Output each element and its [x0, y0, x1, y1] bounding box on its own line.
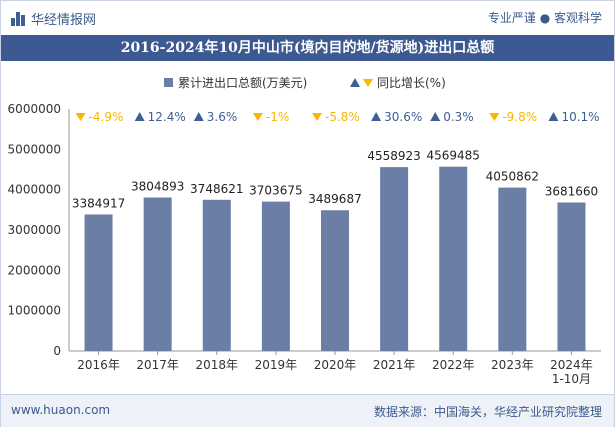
y-tick-label: 5000000 [8, 142, 61, 156]
legend-marker-down [363, 79, 373, 87]
bar [321, 210, 349, 351]
x-tick-label: 2024年 [550, 358, 593, 372]
x-tick-label: 2018年 [196, 358, 239, 372]
y-tick-label: 4000000 [8, 183, 61, 197]
title-bar: 2016-2024年10月中山市(境内目的地/货源地)进出口总额 [1, 35, 614, 61]
y-tick-label: 2000000 [8, 263, 61, 277]
tagline: 专业严谨 ● 客观科学 [487, 11, 602, 25]
growth-label: -4.9% [89, 110, 124, 124]
y-tick-label: 0 [53, 344, 61, 358]
growth-up-icon [430, 112, 441, 121]
bar-value-label: 3748621 [190, 182, 243, 196]
x-tick-label: 2016年 [77, 358, 120, 372]
bar-value-label: 4050862 [486, 170, 539, 184]
x-tick-label: 2022年 [432, 358, 475, 372]
legend-label-growth: 同比增长(%) [377, 76, 446, 90]
bar-value-label: 3384917 [72, 196, 125, 210]
legend-marker-up [350, 78, 360, 87]
bar [143, 197, 172, 351]
x-tick-label: 1-10月 [552, 372, 591, 386]
legend-label-total: 累计进出口总额(万美元) [178, 76, 307, 90]
growth-label: -5.8% [325, 110, 360, 124]
x-tick-label: 2019年 [255, 358, 298, 372]
bar [498, 187, 527, 351]
growth-label: 10.1% [561, 110, 599, 124]
growth-up-icon [371, 112, 382, 121]
growth-label: 12.4% [148, 110, 186, 124]
chart-title: 2016-2024年10月中山市(境内目的地/货源地)进出口总额 [120, 40, 495, 56]
growth-label: 30.6% [384, 110, 422, 124]
bar-value-label: 4558923 [367, 149, 420, 163]
footer: www.huaon.com 数据来源：中国海关，华经产业研究院整理 [1, 394, 614, 427]
website-link[interactable]: www.huaon.com [11, 403, 111, 417]
bar [202, 199, 231, 351]
x-tick-label: 2020年 [314, 358, 357, 372]
growth-down-icon [312, 113, 322, 121]
bar [84, 214, 113, 351]
bar [380, 167, 409, 351]
brand-logo-icon [11, 11, 25, 26]
bar [439, 166, 468, 351]
growth-up-icon [548, 112, 559, 121]
growth-down-icon [489, 113, 500, 121]
brand[interactable]: 华经情报网 [11, 9, 96, 28]
bar-value-label: 3489687 [308, 192, 361, 206]
top-bar: 华经情报网 专业严谨 ● 客观科学 [1, 1, 614, 35]
bar-chart: 累计进出口总额(万美元) 同比增长(%) 0 1000000 2000000 300000… [8, 76, 601, 386]
legend-swatch-total [164, 78, 173, 87]
data-source: 数据来源：中国海关，华经产业研究院整理 [373, 405, 602, 419]
bar [557, 202, 586, 351]
growth-label: -1% [266, 110, 289, 124]
growth-label: 0.3% [443, 110, 474, 124]
bar [261, 201, 290, 351]
bar-value-label: 4569485 [426, 149, 479, 163]
x-tick-label: 2017年 [136, 358, 179, 372]
growth-up-icon [134, 112, 145, 121]
x-tick-label: 2023年 [491, 358, 534, 372]
y-tick-label: 6000000 [8, 102, 61, 116]
bar-value-label: 3703675 [249, 184, 302, 198]
growth-down-icon [75, 113, 86, 121]
bar-value-label: 3804893 [131, 180, 184, 194]
growth-up-icon [193, 112, 204, 121]
x-tick-label: 2021年 [373, 358, 416, 372]
bar-value-label: 3681660 [545, 185, 598, 199]
y-tick-label: 1000000 [8, 304, 61, 318]
growth-down-icon [252, 113, 263, 121]
brand-name: 华经情报网 [31, 13, 97, 28]
growth-label: -9.8% [502, 110, 537, 124]
y-tick-label: 3000000 [8, 223, 61, 237]
growth-label: 3.6% [207, 110, 238, 124]
